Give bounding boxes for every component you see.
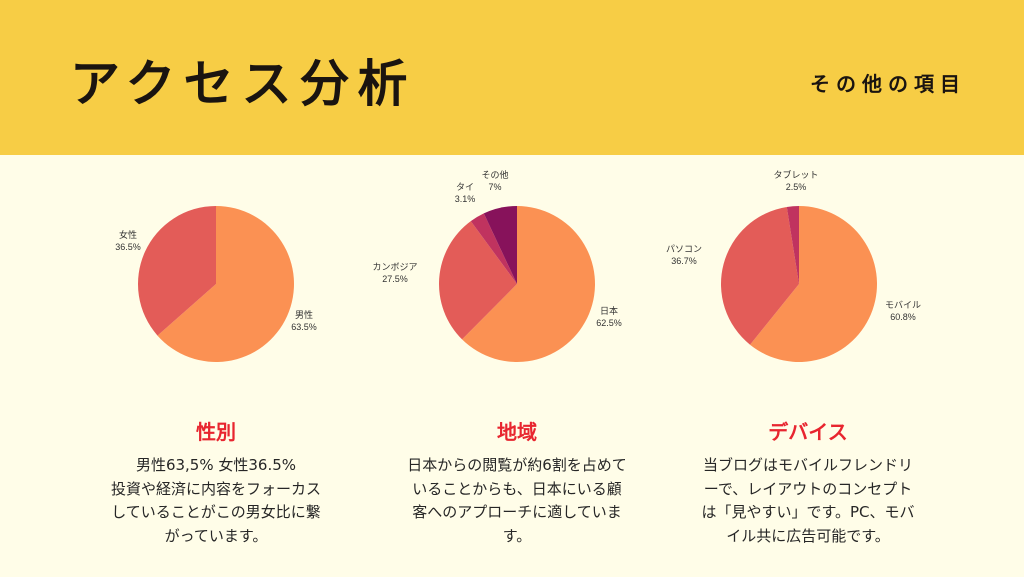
gender-pie-chart: 男性 63.5% 女性 36.5% xyxy=(115,206,317,362)
region-panel: 日本 62.5% カンボジア 27.5% タイ 3.1% その他 7% 地域 日本からの閲覧が… xyxy=(367,170,667,570)
gender-description: 男性63,5% 女性36.5% 投資や経済に内容をフォーカス していることがこの… xyxy=(110,456,321,545)
device-title: デバイス xyxy=(768,420,848,444)
device-slice-percent-0: 60.8% xyxy=(890,312,916,322)
region-pie-slice-1 xyxy=(439,221,517,340)
region-slice-percent-2: 3.1% xyxy=(455,194,476,204)
gender-pie-slice-1 xyxy=(137,206,216,336)
header-subtitle: その他の項目 xyxy=(810,72,966,96)
region-description: 日本からの閲覧が約6割を占めて いることからも、日本にいる顧 客へのアプローチに… xyxy=(407,456,627,545)
gender-title: 性別 xyxy=(196,420,236,444)
device-slice-label-0: モバイル xyxy=(885,300,921,310)
page-title: アクセス分析 xyxy=(70,55,416,113)
region-pie-chart: 日本 62.5% カンボジア 27.5% タイ 3.1% その他 7% xyxy=(372,170,622,362)
gender-slice-label-0: 男性 xyxy=(295,309,313,320)
device-slice-label-1: パソコン xyxy=(666,244,702,254)
region-pie-slice-0 xyxy=(462,206,595,362)
device-panel: モバイル 60.8% パソコン 36.7% タブレット 2.5% デバイス 当ブログはモバ… xyxy=(658,170,958,570)
device-pie-slice-0 xyxy=(750,206,877,362)
region-slice-label-2: タイ xyxy=(456,182,474,192)
device-description: 当ブログはモバイルフレンドリ ーで、レイアウトのコンセプト は「見やすい」です。… xyxy=(701,456,915,545)
gender-slice-percent-1: 36.5% xyxy=(115,242,141,252)
gender-panel: 男性 63.5% 女性 36.5% 性別 男性63,5% 女性36.5% 投資や経済に… xyxy=(66,170,366,570)
region-slice-percent-3: 7% xyxy=(488,182,501,192)
gender-slice-percent-0: 63.5% xyxy=(291,322,317,332)
device-pie-slice-1 xyxy=(721,206,799,345)
region-slice-label-3: その他 xyxy=(481,170,508,180)
device-slice-percent-1: 36.7% xyxy=(671,256,697,266)
device-pie-chart: モバイル 60.8% パソコン 36.7% タブレット 2.5% xyxy=(666,170,921,362)
device-slice-label-2: タブレット xyxy=(773,170,818,180)
region-slice-percent-1: 27.5% xyxy=(382,274,408,284)
device-slice-percent-2: 2.5% xyxy=(786,182,807,192)
gender-slice-label-1: 女性 xyxy=(119,229,137,240)
region-slice-label-1: カンボジア xyxy=(372,262,417,272)
region-pie-slice-3 xyxy=(483,206,517,284)
region-slice-percent-0: 62.5% xyxy=(596,318,622,328)
region-pie-slice-2 xyxy=(470,213,517,284)
header-bar: アクセス分析 その他の項目 xyxy=(0,0,1024,155)
region-title: 地域 xyxy=(497,420,537,444)
device-pie-slice-2 xyxy=(786,206,799,284)
gender-pie-slice-0 xyxy=(157,206,294,362)
region-slice-label-0: 日本 xyxy=(600,305,618,316)
